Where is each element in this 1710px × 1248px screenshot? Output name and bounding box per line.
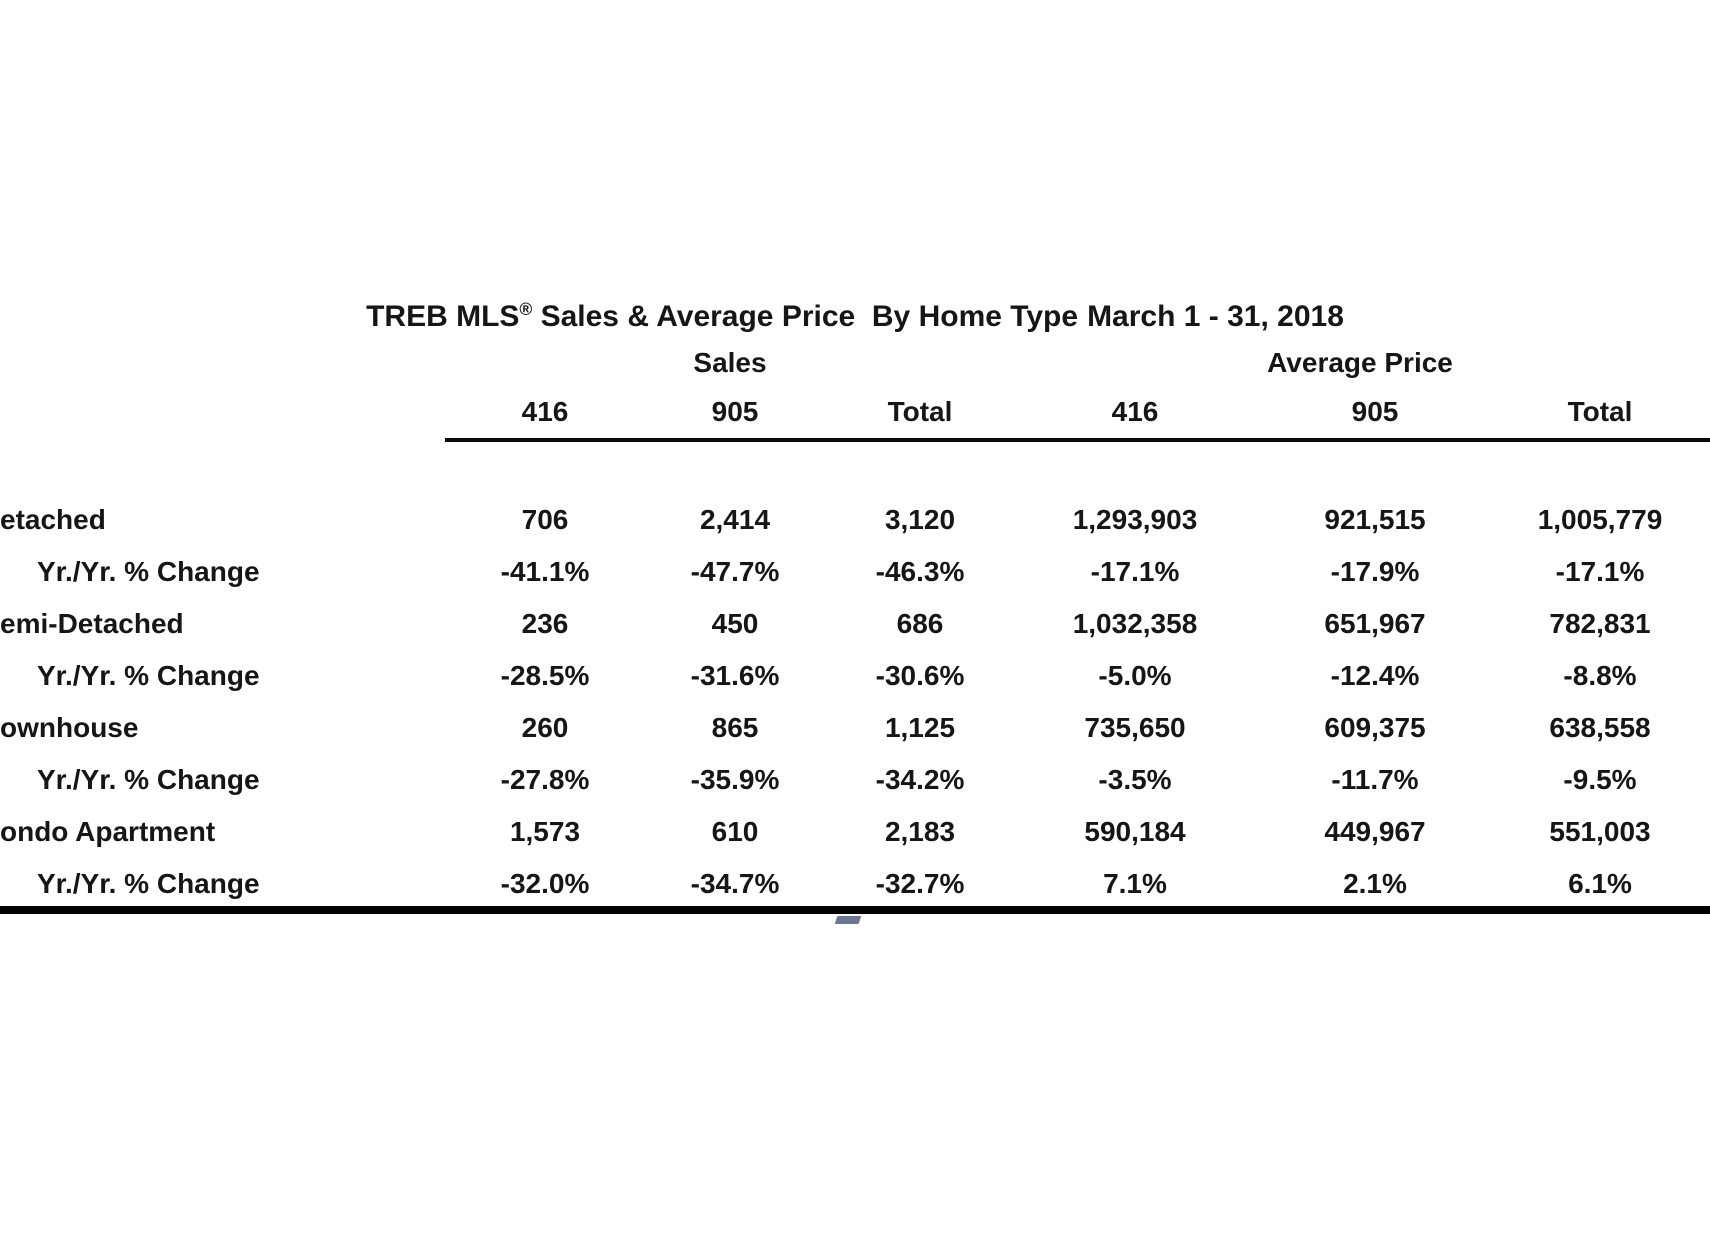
title-rest: Sales & Average Price By Home Type <box>532 300 1079 333</box>
row-label: Yr./Yr. % Change <box>37 868 260 899</box>
cell: 735,650 <box>1084 712 1186 743</box>
cell: 6.1% <box>1568 868 1632 899</box>
cell: -41.1% <box>500 556 590 587</box>
table-row-townhouse: ownhouse 260 865 1,125 735,650 609,375 6… <box>0 702 1710 754</box>
cell: -47.7% <box>690 556 780 587</box>
cell: 7.1% <box>1103 868 1167 899</box>
cell: -35.9% <box>690 764 780 795</box>
cell: -32.0% <box>500 868 590 899</box>
column-header-sales-total: Total <box>887 396 953 427</box>
table-row-semi-detached: emi-Detached 236 450 686 1,032,358 651,9… <box>0 598 1710 650</box>
cell: 236 <box>521 608 569 639</box>
group-header-spacer <box>0 337 450 389</box>
header-underline <box>445 438 1710 442</box>
cell: 260 <box>521 712 569 743</box>
group-header-average-price: Average Price <box>1267 347 1453 378</box>
cell: 782,831 <box>1549 608 1651 639</box>
column-header-avg-total: Total <box>1567 396 1633 427</box>
cell: 2,183 <box>884 816 956 847</box>
column-header-row: 416 905 Total 416 905 Total <box>0 386 1710 438</box>
column-header-sales-905: 905 <box>711 396 759 427</box>
cell: -34.7% <box>690 868 780 899</box>
title-date: March 1 - 31, 2018 <box>1087 300 1344 333</box>
cell: -17.1% <box>1555 556 1645 587</box>
row-label: ondo Apartment <box>0 816 216 847</box>
table-row-detached: etached 706 2,414 3,120 1,293,903 921,51… <box>0 494 1710 546</box>
cell: 865 <box>711 712 759 743</box>
table-row-condo-apartment-change: Yr./Yr. % Change -32.0% -34.7% -32.7% 7.… <box>0 858 1710 910</box>
cell: 590,184 <box>1084 816 1186 847</box>
row-label: Yr./Yr. % Change <box>37 764 260 795</box>
cell: 921,515 <box>1324 504 1426 535</box>
cell: 2.1% <box>1343 868 1407 899</box>
cell: 450 <box>711 608 759 639</box>
cell: -30.6% <box>875 660 965 691</box>
row-label: emi-Detached <box>0 608 184 639</box>
group-header-row: Sales Average Price <box>0 337 1710 389</box>
cell: -5.0% <box>1098 660 1172 691</box>
cell: 1,293,903 <box>1072 504 1198 535</box>
cell: 3,120 <box>884 504 956 535</box>
row-label: ownhouse <box>0 712 139 743</box>
cell: -27.8% <box>500 764 590 795</box>
cell: -32.7% <box>875 868 965 899</box>
cell: -9.5% <box>1563 764 1637 795</box>
column-header-sales-416: 416 <box>521 396 569 427</box>
table-row-condo-apartment: ondo Apartment 1,573 610 2,183 590,184 4… <box>0 806 1710 858</box>
cell: 609,375 <box>1324 712 1426 743</box>
cell: -34.2% <box>875 764 965 795</box>
title-brand: TREB MLS <box>366 300 520 333</box>
cell: 1,573 <box>509 816 581 847</box>
cell: 1,125 <box>884 712 956 743</box>
scan-artifact-mark <box>834 916 862 924</box>
row-label: Yr./Yr. % Change <box>37 660 260 691</box>
cell: 638,558 <box>1549 712 1651 743</box>
cell: -12.4% <box>1330 660 1420 691</box>
table-row-semi-detached-change: Yr./Yr. % Change -28.5% -31.6% -30.6% -5… <box>0 650 1710 702</box>
row-label: Yr./Yr. % Change <box>37 556 260 587</box>
cell: -11.7% <box>1331 764 1419 795</box>
cell: 1,032,358 <box>1072 608 1198 639</box>
cell: 610 <box>711 816 759 847</box>
cell: 686 <box>896 608 944 639</box>
registered-trademark-symbol: ® <box>519 299 533 319</box>
cell: 449,967 <box>1324 816 1426 847</box>
cell: 651,967 <box>1324 608 1426 639</box>
table-title: TREB MLS® Sales & Average Price By Home … <box>0 286 1710 333</box>
cell: -17.1% <box>1090 556 1180 587</box>
table-bottom-rule <box>0 906 1710 914</box>
column-header-avg-905: 905 <box>1351 396 1399 427</box>
row-label: etached <box>0 504 106 535</box>
cell: 1,005,779 <box>1537 504 1663 535</box>
cell: 706 <box>521 504 569 535</box>
column-header-spacer <box>0 386 450 438</box>
cell: 2,414 <box>699 504 771 535</box>
cell: -8.8% <box>1563 660 1637 691</box>
table-row-townhouse-change: Yr./Yr. % Change -27.8% -35.9% -34.2% -3… <box>0 754 1710 806</box>
group-header-sales: Sales <box>693 347 767 378</box>
cell: -31.6% <box>690 660 780 691</box>
cell: 551,003 <box>1549 816 1651 847</box>
column-header-avg-416: 416 <box>1111 396 1159 427</box>
cell: -28.5% <box>500 660 590 691</box>
cell: -46.3% <box>875 556 965 587</box>
cell: -17.9% <box>1330 556 1420 587</box>
table-row-detached-change: Yr./Yr. % Change -41.1% -47.7% -46.3% -1… <box>0 546 1710 598</box>
cell: -3.5% <box>1098 764 1172 795</box>
